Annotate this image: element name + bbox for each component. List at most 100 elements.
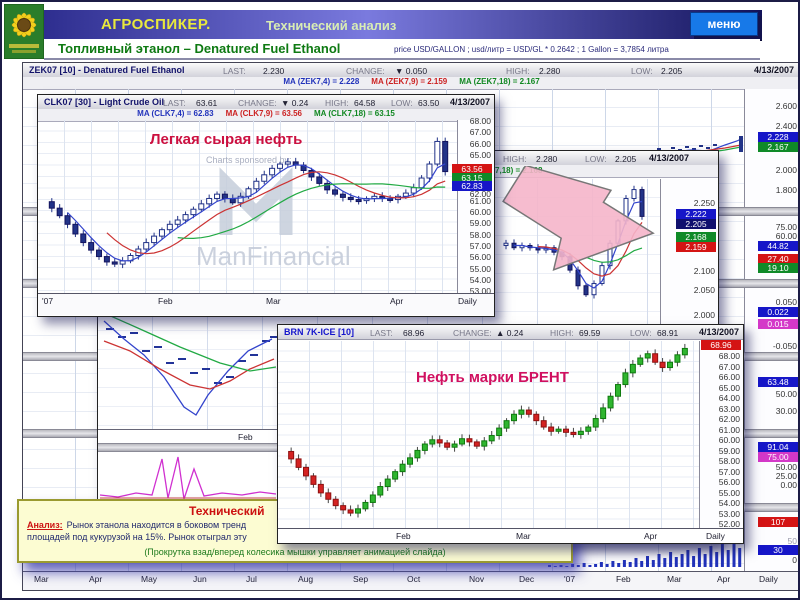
scale-label: 2.400 [775, 121, 797, 131]
scale-label: -0.050 [772, 341, 797, 351]
price-badge: 107 [758, 517, 798, 527]
low-label: LOW: [630, 328, 652, 338]
price-badge: 75.00 [758, 452, 798, 462]
scale-label: 2.600 [775, 101, 797, 111]
scale-label: 0 [792, 555, 797, 565]
scale-label: 2.000 [775, 165, 797, 175]
brent-annotation-label: Нефть марки БРЕНТ [416, 369, 569, 386]
ethanol-dash-chart [100, 311, 278, 429]
axis-label: Feb [396, 531, 411, 541]
last-label: LAST: [370, 328, 393, 338]
price-badge: 19.10 [758, 263, 798, 273]
price-badge: 2.228 [758, 132, 798, 142]
watermark-text: ManFinancial [196, 241, 351, 271]
crude-oil-window: CLK07 [30] - Light Crude Oil LAST: 63.61… [37, 94, 495, 317]
axis-label: Jun [193, 574, 207, 584]
last-value: 63.61 [196, 98, 218, 108]
note-text1: Рынок этанола находится в боковом тренд [66, 520, 247, 530]
scale-label: 0.00 [780, 480, 797, 490]
axis-label: Dec [519, 574, 535, 584]
price-badge: 2.167 [758, 142, 798, 152]
scale-label: 50.00 [775, 389, 797, 399]
chart-date: 4/13/2007 [698, 327, 739, 337]
brent-chart-area [278, 341, 699, 528]
axis-label: Apr [390, 296, 404, 306]
note-title: Технический [189, 504, 265, 518]
low-value: 2.205 [615, 154, 637, 164]
axis-label: Sep [353, 574, 369, 584]
high-label: HIGH: [503, 154, 527, 164]
axis-label: Mar [516, 531, 531, 541]
ma-value: MA (CLK7,18) = 63.15 [313, 109, 395, 118]
header-title: Технический анализ [266, 18, 397, 33]
brent-candles [280, 341, 696, 529]
axis-label: Feb [238, 432, 253, 442]
last-value: 68.96 [403, 328, 425, 338]
axis-label: Mar [266, 296, 281, 306]
low-value: 63.50 [418, 98, 440, 108]
price-badge: 44.82 [758, 241, 798, 251]
last-value: 2.230 [263, 66, 285, 76]
axis-label: Feb [158, 296, 173, 306]
crude-price-scale [457, 120, 494, 293]
main-chart-header: ZEK07 [10] - Denatured Fuel Ethanol LAST… [23, 63, 798, 78]
ma-value: MA (CLK7,4) = 62.83 [137, 109, 214, 118]
scale-label: 50 [787, 536, 797, 546]
brent-window: BRN 7K-ICE [10] LAST: 68.96 CHANGE: ▲ 0.… [277, 324, 744, 544]
high-label: HIGH: [506, 66, 530, 76]
axis-label: Feb [616, 574, 631, 584]
instrument-title: Топливный этанол – Denatured Fuel Ethano… [58, 41, 341, 56]
scale-label: 0.050 [775, 297, 797, 307]
scale-label: 30.00 [775, 406, 797, 416]
volume-histogram [547, 537, 743, 569]
price-badge: 0.015 [758, 319, 798, 329]
last-label: LAST: [163, 98, 186, 108]
axis-label: Aug [298, 574, 314, 584]
ma-value: MA (ZEK7,18) = 2.168 [462, 166, 543, 175]
ma-value: MA (ZEK7,18) = 2.167 [459, 77, 540, 86]
change-value: ▼ 0.24 [281, 98, 309, 108]
subheader-bar: Топливный этанол – Denatured Fuel Ethano… [44, 39, 760, 60]
high-value: 2.280 [536, 154, 558, 164]
brent-window-header: BRN 7K-ICE [10] LAST: 68.96 CHANGE: ▲ 0.… [278, 325, 743, 340]
chart-date: 4/13/2007 [449, 97, 490, 107]
change-label: CHANGE: [238, 98, 277, 108]
change-label: CHANGE: [346, 66, 385, 76]
main-time-axis: Mar Apr May Jun Jul Aug Sep Oct Nov Dec '07 Feb Mar A… [23, 571, 798, 590]
low-value: 2.205 [661, 66, 683, 76]
axis-label: Nov [469, 574, 485, 584]
top-header-bar: АГРОСПИКЕР. Технический анализ [44, 10, 762, 41]
axis-label: Mar [34, 574, 49, 584]
price-badge: 30 [758, 545, 798, 555]
axis-label: '07 [564, 574, 576, 584]
axis-label: Mar [667, 574, 682, 584]
menu-button[interactable]: меню [690, 12, 758, 36]
high-value: 2.280 [539, 66, 561, 76]
low-label: LOW: [585, 154, 607, 164]
chart-title: ZEK07 [10] - Denatured Fuel Ethanol [29, 65, 185, 75]
sponsor-note: Charts sponsored by: [206, 155, 292, 165]
chart-date: 4/13/2007 [753, 65, 794, 75]
change-value: ▲ 0.24 [496, 328, 524, 338]
high-value: 69.59 [579, 328, 601, 338]
change-value: ▼ 0.050 [395, 66, 428, 76]
crude-time-axis: '07 Feb Mar Apr Daily [38, 293, 494, 315]
crude-window-header: CLK07 [30] - Light Crude Oil LAST: 63.61… [38, 95, 494, 110]
crude-annotation-label: Легкая сырая нефть [150, 131, 303, 148]
price-badge: 27.40 [758, 254, 798, 264]
axis-label: Daily [759, 574, 778, 584]
axis-label: May [141, 574, 158, 584]
axis-label: '07 [42, 296, 54, 306]
price-conversion-note: price USD/GALLON ; usd/литр = USD/GL * 0… [394, 45, 669, 54]
high-value: 64.58 [354, 98, 376, 108]
price-badge: 91.04 [758, 442, 798, 452]
manfinancial-watermark: ManFinancial [196, 167, 351, 271]
brent-time-axis: Feb Mar Apr Daily [278, 528, 743, 543]
low-value: 68.91 [657, 328, 679, 338]
scale-label: 75.00 [775, 222, 797, 232]
axis-label: Oct [407, 574, 421, 584]
note-line2: площадей под кукурузой на 15%. Рынок оты… [27, 532, 247, 542]
high-label: HIGH: [550, 328, 574, 338]
